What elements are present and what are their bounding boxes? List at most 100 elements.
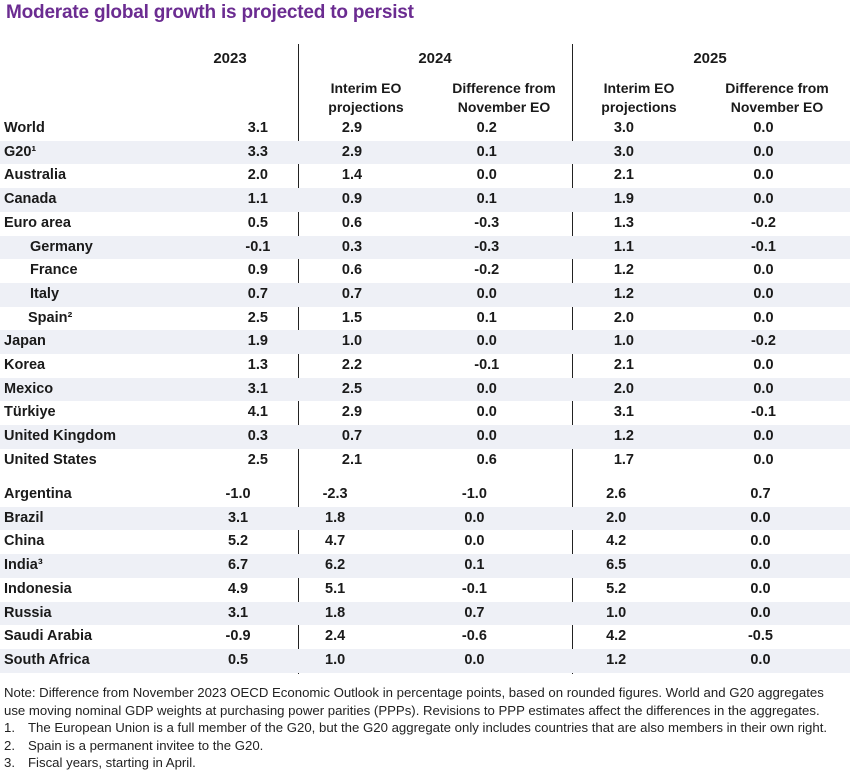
table-row: France 0.9 0.6 -0.2 1.2 0.0 (0, 259, 850, 283)
table-row: Canada 1.1 0.9 0.1 1.9 0.0 (0, 188, 850, 212)
country-cell: Argentina (4, 486, 72, 502)
value-cell-int2024: 0.3 (301, 235, 403, 260)
country-cell: Spain² (28, 309, 73, 326)
value-cell-int2024: 2.4 (325, 628, 346, 645)
country-cell: Russia (0, 601, 194, 626)
country-cell: India³ (0, 554, 194, 578)
header-interim-2025: Interim EO projections (601, 80, 677, 115)
header-year-2025: 2025 (693, 50, 727, 67)
value-cell-diff2024: -0.3 (474, 214, 500, 231)
table-row: South Africa 0.5 1.0 0.0 1.2 0.0 (0, 648, 850, 673)
table-row: Germany -0.1 0.3 -0.3 1.1 -0.1 (0, 235, 850, 260)
value-cell-y2023: 1.1 (214, 188, 302, 212)
value-cell-int2024: 5.1 (325, 580, 346, 597)
value-cell-y2023: 4.9 (227, 580, 249, 597)
country-cell: World (4, 120, 45, 136)
table-title: Moderate global growth is projected to p… (6, 2, 414, 23)
value-cell-diff2025: 0.0 (670, 601, 850, 626)
value-cell-int2025: 6.5 (561, 554, 671, 578)
table-row: Türkiye 4.1 2.9 0.0 3.1 -0.1 (0, 401, 850, 425)
value-cell-int2025: 3.1 (613, 404, 634, 421)
value-cell-y2023: 3.1 (193, 601, 283, 626)
value-cell-diff2024: 0.0 (402, 425, 571, 449)
value-cell-diff2024: -0.6 (461, 628, 487, 645)
value-cell-y2023: 2.0 (247, 167, 268, 184)
header-diff-2025: Difference from November EO (725, 80, 829, 115)
value-cell-diff2024: 0.1 (402, 140, 571, 165)
value-cell-int2024: 2.2 (341, 357, 363, 374)
value-cell-diff2025: -0.1 (750, 404, 776, 421)
value-cell-int2025: 1.3 (613, 214, 634, 231)
value-cell-diff2024: 0.0 (464, 533, 485, 550)
table-row: Indonesia 4.9 5.1 -0.1 5.2 0.0 (0, 578, 850, 602)
header-interim-2024: Interim EO projections (328, 80, 404, 115)
value-cell-diff2025: -0.2 (750, 214, 776, 231)
value-cell-diff2025: 0.0 (670, 554, 850, 578)
header-diff-2024: Difference from November EO (452, 80, 556, 115)
country-cell: Euro area (4, 214, 71, 231)
value-cell-int2024: 2.9 (341, 120, 363, 136)
footnote-3: 3. Fiscal years, starting in April. (4, 755, 196, 771)
value-cell-y2023: 0.9 (247, 262, 268, 279)
value-cell-int2024: 4.7 (325, 533, 346, 550)
value-cell-int2025: 2.1 (613, 357, 634, 374)
country-cell: G20¹ (0, 140, 215, 165)
table-row: Japan 1.9 1.0 0.0 1.0 -0.2 (0, 330, 850, 355)
country-cell: United Kingdom (0, 425, 215, 449)
value-cell-int2025: 2.0 (570, 377, 677, 402)
value-cell-int2025: 2.6 (606, 486, 627, 502)
value-cell-diff2024: -1.0 (461, 486, 487, 502)
country-cell: Saudi Arabia (4, 628, 93, 645)
footnote-1: 1. The European Union is a full member of… (4, 720, 828, 736)
value-cell-y2023: 3.1 (214, 377, 302, 402)
value-cell-int2025: 4.2 (606, 533, 627, 550)
value-cell-int2025: 5.2 (606, 580, 627, 597)
country-cell: Germany (0, 235, 215, 260)
table-row: Russia 3.1 1.8 0.7 1.0 0.0 (0, 601, 850, 626)
value-cell-y2023: 1.9 (214, 330, 302, 355)
column-divider-2025 (572, 44, 573, 674)
value-cell-diff2025: 0.0 (670, 506, 850, 531)
table-row: Argentina -1.0 -2.3 -1.0 2.6 0.7 (0, 483, 850, 507)
value-cell-diff2025: 0.0 (676, 140, 850, 165)
value-cell-int2025: 1.2 (570, 282, 677, 307)
country-cell: China (4, 533, 45, 550)
table-row: Brazil 3.1 1.8 0.0 2.0 0.0 (0, 506, 850, 531)
table-row: Italy 0.7 0.7 0.0 1.2 0.0 (0, 282, 850, 307)
value-cell-diff2025: 0.7 (750, 486, 771, 502)
country-cell: Japan (0, 330, 215, 355)
note-line-2: use moving nominal GDP weights at purcha… (4, 702, 820, 718)
table-row: United Kingdom 0.3 0.7 0.0 1.2 0.0 (0, 425, 850, 449)
country-cell: Canada (0, 188, 215, 212)
value-cell-y2023: 5.2 (227, 533, 249, 550)
value-cell-int2024: 6.2 (282, 554, 388, 578)
value-cell-diff2025: 0.0 (676, 377, 850, 402)
note-line-1: Note: Difference from November 2023 OECD… (4, 685, 824, 700)
value-cell-int2025: 1.0 (561, 601, 671, 626)
table-row: Saudi Arabia -0.9 2.4 -0.6 4.2 -0.5 (0, 625, 850, 649)
table-row: Australia 2.0 1.4 0.0 2.1 0.0 (0, 164, 850, 188)
value-cell-int2025: 1.7 (613, 451, 634, 468)
value-cell-y2023: 0.7 (214, 282, 302, 307)
value-cell-diff2024: 0.1 (476, 309, 497, 326)
value-cell-diff2025: 0.0 (676, 188, 850, 212)
value-cell-diff2025: 0.0 (676, 425, 850, 449)
table-row: G20¹ 3.3 2.9 0.1 3.0 0.0 (0, 140, 850, 165)
value-cell-y2023: 0.3 (214, 425, 302, 449)
value-cell-y2023: 6.7 (193, 554, 283, 578)
value-cell-diff2024: 0.0 (387, 648, 562, 673)
value-cell-diff2024: -0.3 (402, 235, 571, 260)
value-cell-diff2025: -0.2 (676, 330, 850, 355)
value-cell-int2024: -2.3 (322, 486, 348, 502)
value-cell-int2024: 0.6 (341, 262, 363, 279)
value-cell-diff2024: 0.0 (476, 167, 497, 184)
value-cell-int2025: 1.2 (613, 262, 634, 279)
country-cell: Brazil (0, 506, 194, 531)
value-cell-int2025: 3.0 (613, 120, 634, 136)
value-cell-y2023: -1.0 (225, 486, 251, 502)
value-cell-diff2024: -0.1 (461, 580, 487, 597)
value-cell-int2025: 4.2 (606, 628, 627, 645)
value-cell-int2024: 1.8 (282, 601, 388, 626)
value-cell-int2024: 1.0 (301, 330, 403, 355)
value-cell-diff2025: 0.0 (750, 580, 771, 597)
